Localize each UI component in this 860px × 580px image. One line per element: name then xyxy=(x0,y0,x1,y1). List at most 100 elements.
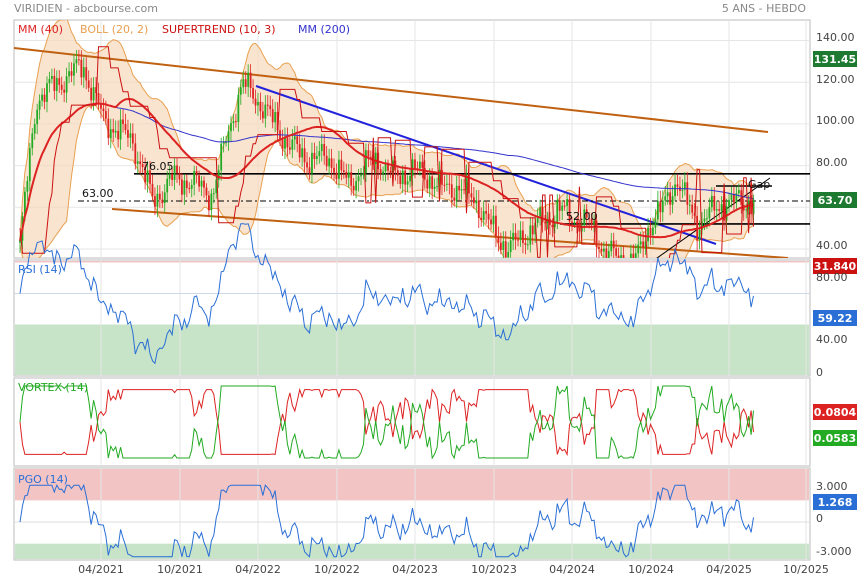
candle-body xyxy=(558,200,561,211)
candle-body xyxy=(58,78,61,85)
candle-body xyxy=(568,199,571,222)
candle-body xyxy=(379,169,382,174)
candle-body xyxy=(188,188,191,190)
candle-body xyxy=(428,176,431,189)
candle-body xyxy=(465,174,468,190)
candle-body xyxy=(399,175,402,185)
candle-body xyxy=(681,189,684,191)
candle-body xyxy=(639,241,642,245)
last-price-badge: 63.70 xyxy=(813,192,857,208)
candle-body xyxy=(239,87,242,95)
candle-body xyxy=(524,243,527,245)
chart-source-title: VIRIDIEN - abcbourse.com xyxy=(14,2,158,15)
candle-body xyxy=(60,84,63,90)
candle-body xyxy=(401,170,404,185)
candle-body xyxy=(431,176,434,189)
candle-body xyxy=(338,159,340,179)
candle-body xyxy=(475,200,478,204)
candle-body xyxy=(112,129,115,133)
svg-text:31.840: 31.840 xyxy=(814,260,857,273)
candle-body xyxy=(556,200,559,222)
candle-body xyxy=(217,170,220,180)
candle-body xyxy=(347,172,350,178)
vortex-neg-badge: 0.0804 xyxy=(813,404,857,420)
candle-body xyxy=(534,222,537,235)
candle-body xyxy=(529,225,532,245)
candle-body xyxy=(544,222,546,224)
candle-body xyxy=(701,221,703,230)
candle-body xyxy=(492,215,495,225)
level-label-63: 63.00 xyxy=(82,187,114,200)
candle-body xyxy=(269,105,272,110)
candle-body xyxy=(585,209,588,218)
candle-body xyxy=(220,143,223,171)
candle-body xyxy=(472,197,475,204)
candle-body xyxy=(65,76,68,93)
candle-body xyxy=(468,174,470,194)
candle-body xyxy=(499,242,502,250)
candle-body xyxy=(129,133,132,138)
candle-body xyxy=(342,170,345,172)
candle-body xyxy=(561,205,564,211)
level-label-76: 76.05 xyxy=(142,160,174,173)
candle-body xyxy=(252,87,254,99)
candle-body xyxy=(382,171,384,174)
candle-body xyxy=(598,246,600,249)
candle-body xyxy=(750,200,752,215)
candle-body xyxy=(666,192,669,197)
candle-body xyxy=(634,253,637,258)
candle-body xyxy=(230,122,232,132)
candle-body xyxy=(418,161,421,169)
candle-body xyxy=(171,173,174,180)
candle-body xyxy=(728,199,730,207)
candle-body xyxy=(563,205,566,207)
supertrend-badge: 31.840 xyxy=(813,258,857,274)
candle-body xyxy=(708,207,711,219)
candle-body xyxy=(102,108,105,112)
candle-body xyxy=(203,180,205,188)
candle-body xyxy=(345,171,348,178)
candle-body xyxy=(335,172,338,179)
svg-text:1.268: 1.268 xyxy=(818,496,853,509)
x-axis: 04/2021 10/2021 04/2022 10/2022 04/2023 … xyxy=(78,563,829,576)
pgo-high-zone xyxy=(15,469,809,501)
candle-body xyxy=(306,162,308,168)
candle-body xyxy=(632,253,635,258)
rsi-y-tick: 80.00 xyxy=(816,271,848,284)
candle-body xyxy=(92,87,95,101)
pgo-low-zone xyxy=(15,543,809,559)
x-tick: 10/2023 xyxy=(471,563,517,576)
candle-body xyxy=(622,255,625,258)
candle-body xyxy=(127,130,129,138)
legend-mm200: MM (200) xyxy=(298,23,350,36)
candle-body xyxy=(308,167,311,174)
candle-body xyxy=(369,156,372,158)
svg-text:59.22: 59.22 xyxy=(818,312,853,325)
candle-body xyxy=(384,164,387,172)
candle-body xyxy=(119,119,122,140)
candle-body xyxy=(301,148,304,158)
candle-body xyxy=(455,185,458,201)
candle-body xyxy=(374,152,377,165)
candle-body xyxy=(328,158,331,167)
candle-body xyxy=(710,195,713,208)
rsi-y-tick: 40.00 xyxy=(816,333,848,346)
pgo-y-tick: -3.000 xyxy=(816,545,851,558)
x-tick: 10/2022 xyxy=(314,563,360,576)
candle-body xyxy=(602,248,605,252)
candle-body xyxy=(683,182,686,190)
candle-body xyxy=(698,229,701,241)
candle-body xyxy=(205,187,208,196)
candle-body xyxy=(225,142,227,144)
candle-body xyxy=(323,144,326,156)
candle-body xyxy=(664,196,667,201)
candle-body xyxy=(97,93,100,105)
candle-body xyxy=(436,186,438,188)
candle-body xyxy=(33,124,36,134)
candle-body xyxy=(232,121,235,123)
svg-text:131.45: 131.45 xyxy=(814,53,856,66)
candle-body xyxy=(656,201,659,220)
candle-body xyxy=(266,104,269,106)
candle-body xyxy=(107,118,110,139)
candle-body xyxy=(104,111,107,119)
